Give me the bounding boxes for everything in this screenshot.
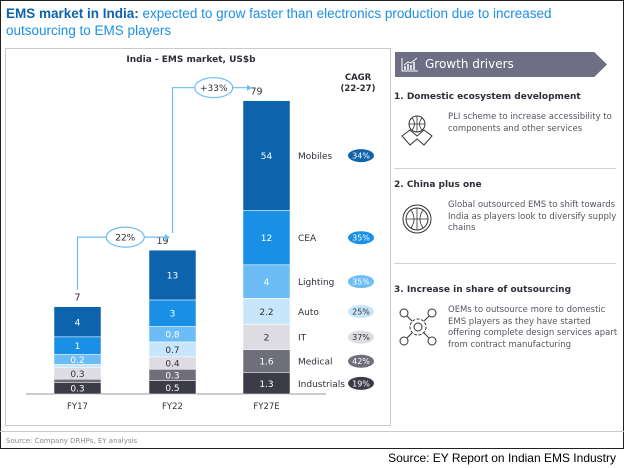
driver-text: PLI scheme to increase accessibility to … [448, 112, 612, 134]
cagr-value: 34% [352, 152, 370, 161]
cagr-header: (22-27) [341, 84, 376, 94]
driver-text: Global outsourced EMS to shift towards I… [448, 200, 617, 233]
chart-icon [401, 57, 418, 72]
data-label: 13 [167, 272, 178, 282]
bar-segment-industrials [242, 372, 291, 395]
data-label: 2 [264, 334, 270, 344]
legend-label: Medical [298, 358, 332, 368]
chart-source: Source: Company DRHPs, EY analysis [6, 437, 138, 445]
bar-segment-mobiles [242, 100, 291, 211]
page-source: Source: EY Report on Indian EMS Industry [388, 451, 616, 465]
bar-segment-cea [148, 299, 197, 327]
legend-label: Industrials [298, 380, 345, 390]
growth-drivers-title: Growth drivers [425, 57, 514, 71]
cagr-badge [348, 231, 374, 245]
chart-title: India - EMS market, US$b [126, 55, 256, 65]
cagr-value: 25% [352, 307, 370, 316]
data-label: 1 [75, 342, 81, 352]
globe-handshake-icon [401, 115, 433, 146]
bar-segment-mobiles [148, 249, 197, 301]
arrow-head [247, 84, 252, 91]
cagr-header: CAGR [345, 73, 372, 83]
data-label: 1.3 [259, 380, 273, 390]
legend-label: Lighting [298, 278, 334, 288]
total-label: 79 [250, 87, 262, 98]
cagr-badge [348, 304, 374, 318]
growth-label: 22% [115, 234, 135, 244]
data-label: 0.2 [70, 356, 84, 366]
data-label: 54 [261, 152, 273, 162]
stacked-bar-chart: India - EMS market, US$b CAGR(22-27) 4 1 0.2… [26, 55, 376, 412]
cagr-value: 35% [352, 234, 370, 243]
data-label: 0.3 [70, 370, 84, 380]
driver-2: 2. China plus one Global outsourced EMS … [394, 180, 616, 234]
data-label: 0.3 [70, 385, 84, 395]
cagr-value: 42% [352, 357, 370, 366]
legend-label: Auto [298, 308, 319, 318]
growth-drivers-header: Growth drivers [395, 52, 607, 77]
globe-icon [402, 204, 432, 234]
driver-text: OEMs to outsource more to domestic EMS p… [448, 305, 618, 350]
data-label: 3 [170, 310, 176, 320]
data-label: 1.6 [259, 358, 274, 368]
data-label: 0.4 [165, 360, 180, 370]
data-label: 12 [261, 234, 272, 244]
divider [0, 431, 624, 432]
title-bold: EMS market in India: [6, 6, 139, 21]
data-label: 0.5 [165, 384, 179, 394]
legend-label: CEA [298, 234, 317, 244]
total-label: 7 [74, 293, 80, 304]
divider [394, 168, 616, 169]
driver-title: 2. China plus one [394, 180, 482, 190]
data-label: 4 [75, 318, 81, 328]
total-label: 19 [156, 236, 168, 247]
legend-label: IT [298, 334, 307, 344]
bar-segment-cea [242, 210, 291, 266]
data-label: 0.7 [165, 346, 179, 356]
cagr-value: 19% [352, 379, 370, 388]
cagr-badge [348, 330, 374, 344]
growth-arrow [171, 87, 247, 234]
driver-3: 3. Increase in share of outsourcing OEMs… [394, 285, 617, 350]
cagr-value: 37% [352, 333, 370, 342]
category-label: FY22 [162, 402, 183, 412]
data-label: 0.8 [165, 331, 180, 341]
data-label: 0.3 [165, 372, 179, 382]
network-people-icon [399, 308, 437, 346]
chart-panel: India - EMS market, US$b CAGR (22-27) 4 1 0.2… [5, 48, 391, 426]
bar-segment-auto [242, 298, 291, 325]
data-label: 2.2 [259, 308, 273, 318]
cagr-badge [348, 354, 374, 368]
category-label: FY27E [253, 402, 279, 412]
title-rest: expected to grow faster than electronics… [6, 6, 552, 38]
driver-1: 1. Domestic ecosystem development PLI sc… [394, 92, 614, 146]
data-label: 4 [264, 278, 270, 288]
cagr-badge [348, 149, 374, 163]
driver-title: 1. Domestic ecosystem development [394, 92, 581, 102]
bar-segment-industrials [53, 382, 102, 395]
bar-segment-it [242, 324, 291, 350]
growth-label: +33% [200, 84, 228, 94]
bar-segment-mobiles [53, 306, 102, 338]
growth-bubble [105, 226, 145, 248]
legend-label: Mobiles [298, 152, 333, 162]
page-title: EMS market in India: expected to grow fa… [6, 5, 606, 39]
bar-segment-lighting [242, 264, 291, 299]
cagr-value: 35% [352, 278, 370, 287]
driver-title: 3. Increase in share of outsourcing [394, 285, 572, 295]
divider [394, 263, 616, 264]
growth-bubble [194, 77, 234, 99]
arrow-head [165, 234, 170, 241]
cagr-badge [348, 376, 374, 390]
cagr-badge [348, 275, 374, 289]
category-label: FY17 [67, 402, 88, 412]
bar-segment-industrials [148, 380, 197, 395]
